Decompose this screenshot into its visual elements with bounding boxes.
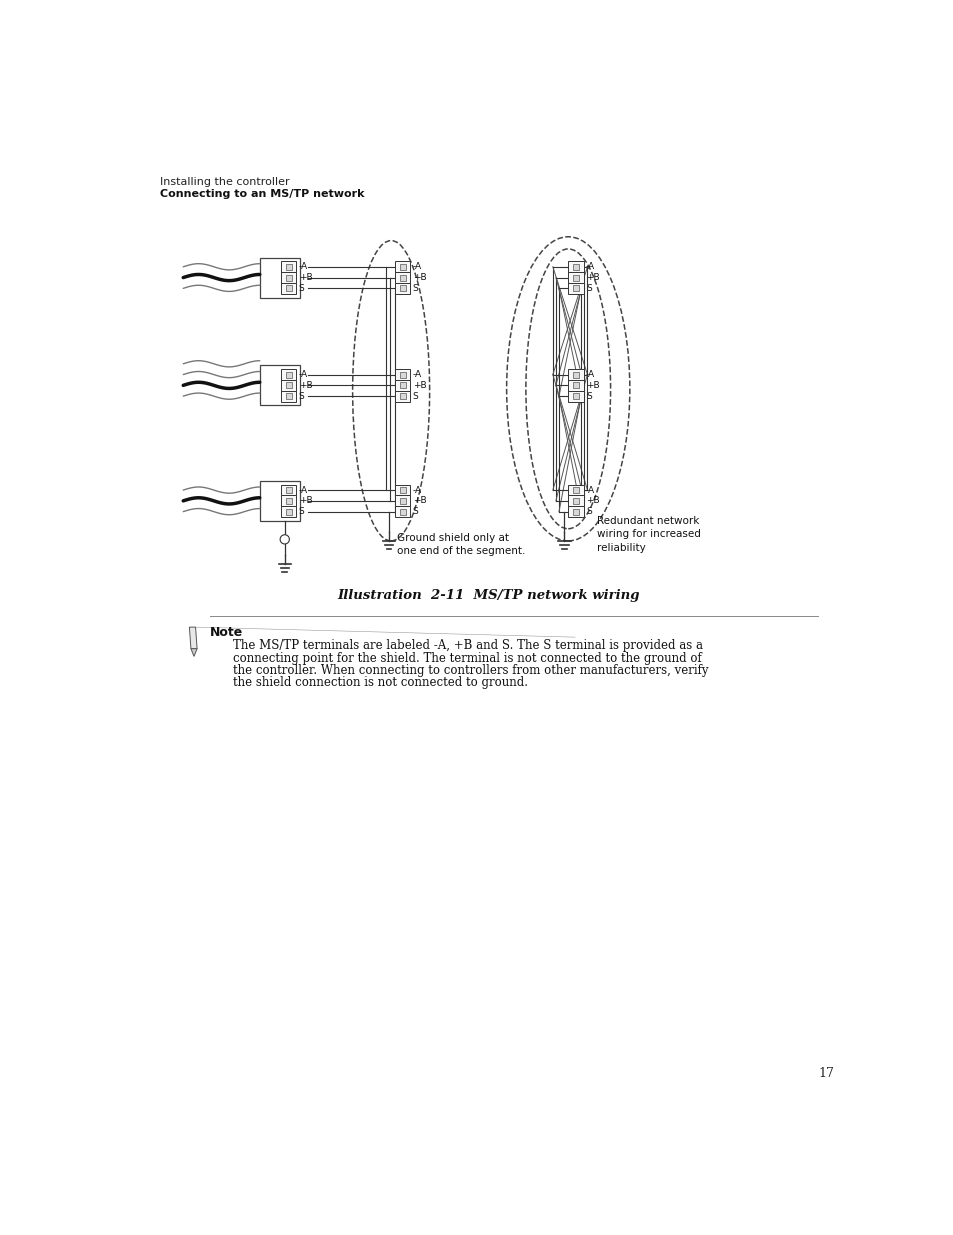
Text: S: S <box>585 391 591 400</box>
Text: S: S <box>298 391 304 400</box>
Bar <box>399 487 405 493</box>
Text: +B: +B <box>585 496 598 505</box>
Bar <box>568 272 583 283</box>
Bar <box>285 383 292 388</box>
Bar <box>395 283 410 294</box>
Text: Redundant network
wiring for increased
reliability: Redundant network wiring for increased r… <box>597 516 700 552</box>
Bar <box>280 495 296 506</box>
Bar <box>573 383 578 388</box>
Bar <box>573 285 578 291</box>
Bar <box>395 262 410 272</box>
Text: -A: -A <box>413 485 421 494</box>
Text: -A: -A <box>585 262 595 272</box>
Bar <box>280 380 296 390</box>
Bar <box>399 372 405 378</box>
Bar <box>573 498 578 504</box>
Bar <box>285 372 292 378</box>
Text: -A: -A <box>413 370 421 379</box>
Bar <box>568 506 583 517</box>
Bar <box>573 393 578 399</box>
Bar <box>285 264 292 269</box>
Bar <box>568 369 583 380</box>
Text: 17: 17 <box>818 1067 833 1079</box>
Bar <box>395 390 410 401</box>
Bar <box>280 506 296 517</box>
Polygon shape <box>190 627 197 648</box>
Text: S: S <box>413 284 418 293</box>
Bar <box>568 390 583 401</box>
Bar <box>395 272 410 283</box>
Bar <box>399 383 405 388</box>
Text: S: S <box>585 284 591 293</box>
Bar <box>280 272 296 283</box>
Text: Illustration  2-11  MS/TP network wiring: Illustration 2-11 MS/TP network wiring <box>337 589 639 601</box>
Bar <box>399 393 405 399</box>
Bar <box>573 264 578 269</box>
Bar <box>568 262 583 272</box>
Text: +B: +B <box>413 380 426 390</box>
Text: -A: -A <box>413 262 421 272</box>
Text: -A: -A <box>298 370 308 379</box>
Text: +B: +B <box>298 380 312 390</box>
Bar <box>573 487 578 493</box>
Text: -A: -A <box>298 485 308 494</box>
Text: Ground shield only at
one end of the segment.: Ground shield only at one end of the seg… <box>396 534 524 557</box>
Bar <box>285 285 292 291</box>
Bar <box>285 509 292 515</box>
Text: the controller. When connecting to controllers from other manufacturers, verify: the controller. When connecting to contr… <box>233 664 708 677</box>
Bar <box>285 487 292 493</box>
Bar <box>568 495 583 506</box>
Bar <box>399 285 405 291</box>
Bar <box>280 283 296 294</box>
Bar <box>395 369 410 380</box>
Text: +B: +B <box>298 273 312 282</box>
Bar <box>573 274 578 280</box>
Bar <box>280 484 296 495</box>
Text: +B: +B <box>413 273 426 282</box>
Bar <box>573 372 578 378</box>
Bar <box>259 258 299 298</box>
Bar <box>395 506 410 517</box>
Bar <box>568 283 583 294</box>
Bar <box>395 380 410 390</box>
Text: S: S <box>413 391 418 400</box>
Bar <box>399 264 405 269</box>
Text: +B: +B <box>413 496 426 505</box>
Bar <box>399 274 405 280</box>
Bar <box>573 509 578 515</box>
Text: the shield connection is not connected to ground.: the shield connection is not connected t… <box>233 677 528 689</box>
Text: +B: +B <box>585 273 598 282</box>
Text: S: S <box>585 508 591 516</box>
Text: S: S <box>298 284 304 293</box>
Text: connecting point for the shield. The terminal is not connected to the ground of: connecting point for the shield. The ter… <box>233 652 701 664</box>
Text: +B: +B <box>585 380 598 390</box>
Text: -A: -A <box>585 485 595 494</box>
Text: +B: +B <box>298 496 312 505</box>
Bar <box>280 390 296 401</box>
Bar <box>568 484 583 495</box>
Bar <box>568 380 583 390</box>
Text: S: S <box>413 508 418 516</box>
Bar <box>399 498 405 504</box>
Bar <box>285 274 292 280</box>
Text: Connecting to an MS/TP network: Connecting to an MS/TP network <box>160 189 364 199</box>
Text: -A: -A <box>298 262 308 272</box>
Text: -A: -A <box>585 370 595 379</box>
Bar <box>395 484 410 495</box>
Bar <box>395 495 410 506</box>
Bar <box>285 498 292 504</box>
Text: S: S <box>298 508 304 516</box>
Text: Installing the controller: Installing the controller <box>160 178 290 188</box>
Bar <box>280 262 296 272</box>
Polygon shape <box>191 648 197 656</box>
Bar <box>280 369 296 380</box>
Text: Note: Note <box>210 626 243 638</box>
Bar <box>399 509 405 515</box>
Circle shape <box>280 535 289 543</box>
Bar <box>259 480 299 521</box>
Text: The MS/TP terminals are labeled -​A, +​B and S. The S terminal is provided as a: The MS/TP terminals are labeled -​A, +​B… <box>233 640 702 652</box>
Bar <box>259 366 299 405</box>
Bar <box>285 393 292 399</box>
